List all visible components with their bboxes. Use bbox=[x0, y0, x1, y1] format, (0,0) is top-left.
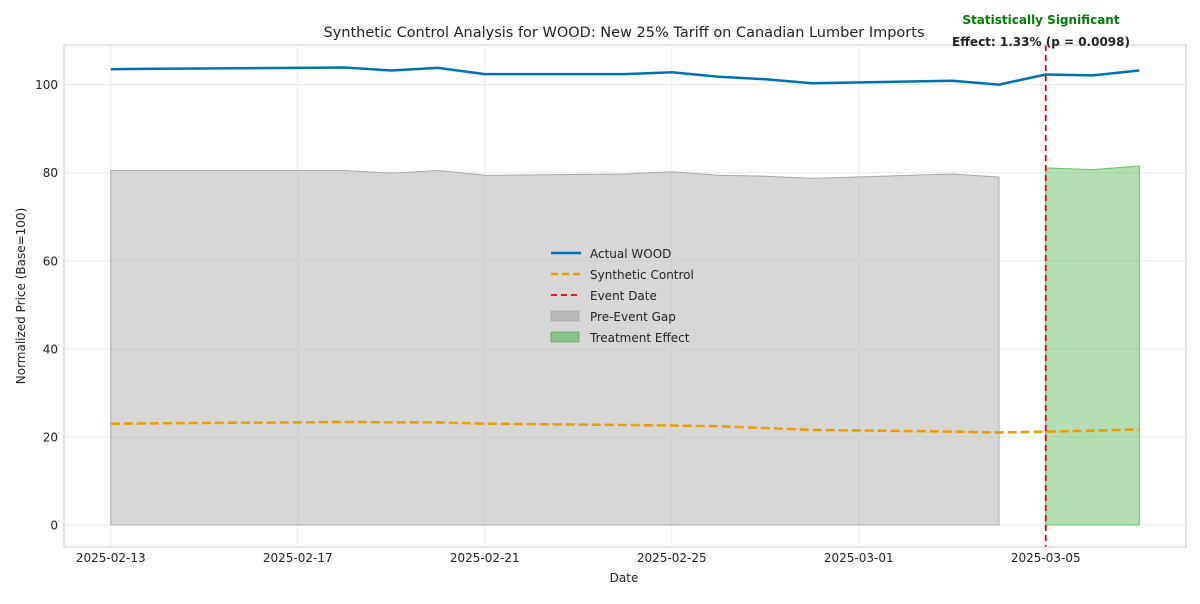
legend-label-pre-event-gap: Pre-Event Gap bbox=[590, 310, 676, 324]
y-tick-label: 80 bbox=[43, 166, 58, 180]
area-layer bbox=[110, 165, 1140, 526]
legend-label-synthetic: Synthetic Control bbox=[590, 268, 694, 282]
plot-frame bbox=[63, 44, 1187, 548]
legend-swatch-treatment-effect bbox=[550, 331, 580, 343]
pre-event-gap-area bbox=[110, 169, 1000, 526]
x-tick-label: 2025-02-21 bbox=[450, 551, 520, 565]
annotation-headline: Statistically Significant bbox=[962, 13, 1119, 27]
synthetic-control-line bbox=[110, 420, 1140, 434]
y-tick-label: 100 bbox=[35, 78, 58, 92]
x-tick-label: 2025-03-05 bbox=[1011, 551, 1081, 565]
legend-label-treatment-effect: Treatment Effect bbox=[589, 331, 690, 345]
legend-label-actual: Actual WOOD bbox=[590, 247, 671, 261]
line-layer bbox=[110, 45, 1140, 547]
legend-label-event: Event Date bbox=[590, 289, 657, 303]
legend-swatch-pre-event-gap bbox=[550, 310, 580, 322]
actual-wood-line bbox=[110, 66, 1140, 86]
legend: Actual WOOD Synthetic Control Event Date… bbox=[550, 247, 694, 345]
annotation-detail: Effect: 1.33% (p = 0.0098) bbox=[952, 35, 1130, 49]
treatment-effect-area bbox=[1045, 165, 1140, 526]
x-tick-label: 2025-03-01 bbox=[824, 551, 894, 565]
y-tick-label: 60 bbox=[43, 254, 58, 268]
y-axis-label: Normalized Price (Base=100) bbox=[14, 208, 28, 385]
x-tick-label: 2025-02-13 bbox=[76, 551, 146, 565]
y-tick-label: 40 bbox=[43, 342, 58, 356]
x-axis-label: Date bbox=[610, 571, 639, 585]
chart-title: Synthetic Control Analysis for WOOD: New… bbox=[324, 25, 925, 41]
tick-layer: 0 20 40 60 80 100 2025-02-13 2025-02-17 2025-02-… bbox=[35, 78, 1081, 565]
y-tick-label: 20 bbox=[43, 430, 58, 444]
x-tick-label: 2025-02-17 bbox=[263, 551, 333, 565]
x-tick-label: 2025-02-25 bbox=[637, 551, 707, 565]
y-tick-label: 0 bbox=[50, 518, 58, 532]
